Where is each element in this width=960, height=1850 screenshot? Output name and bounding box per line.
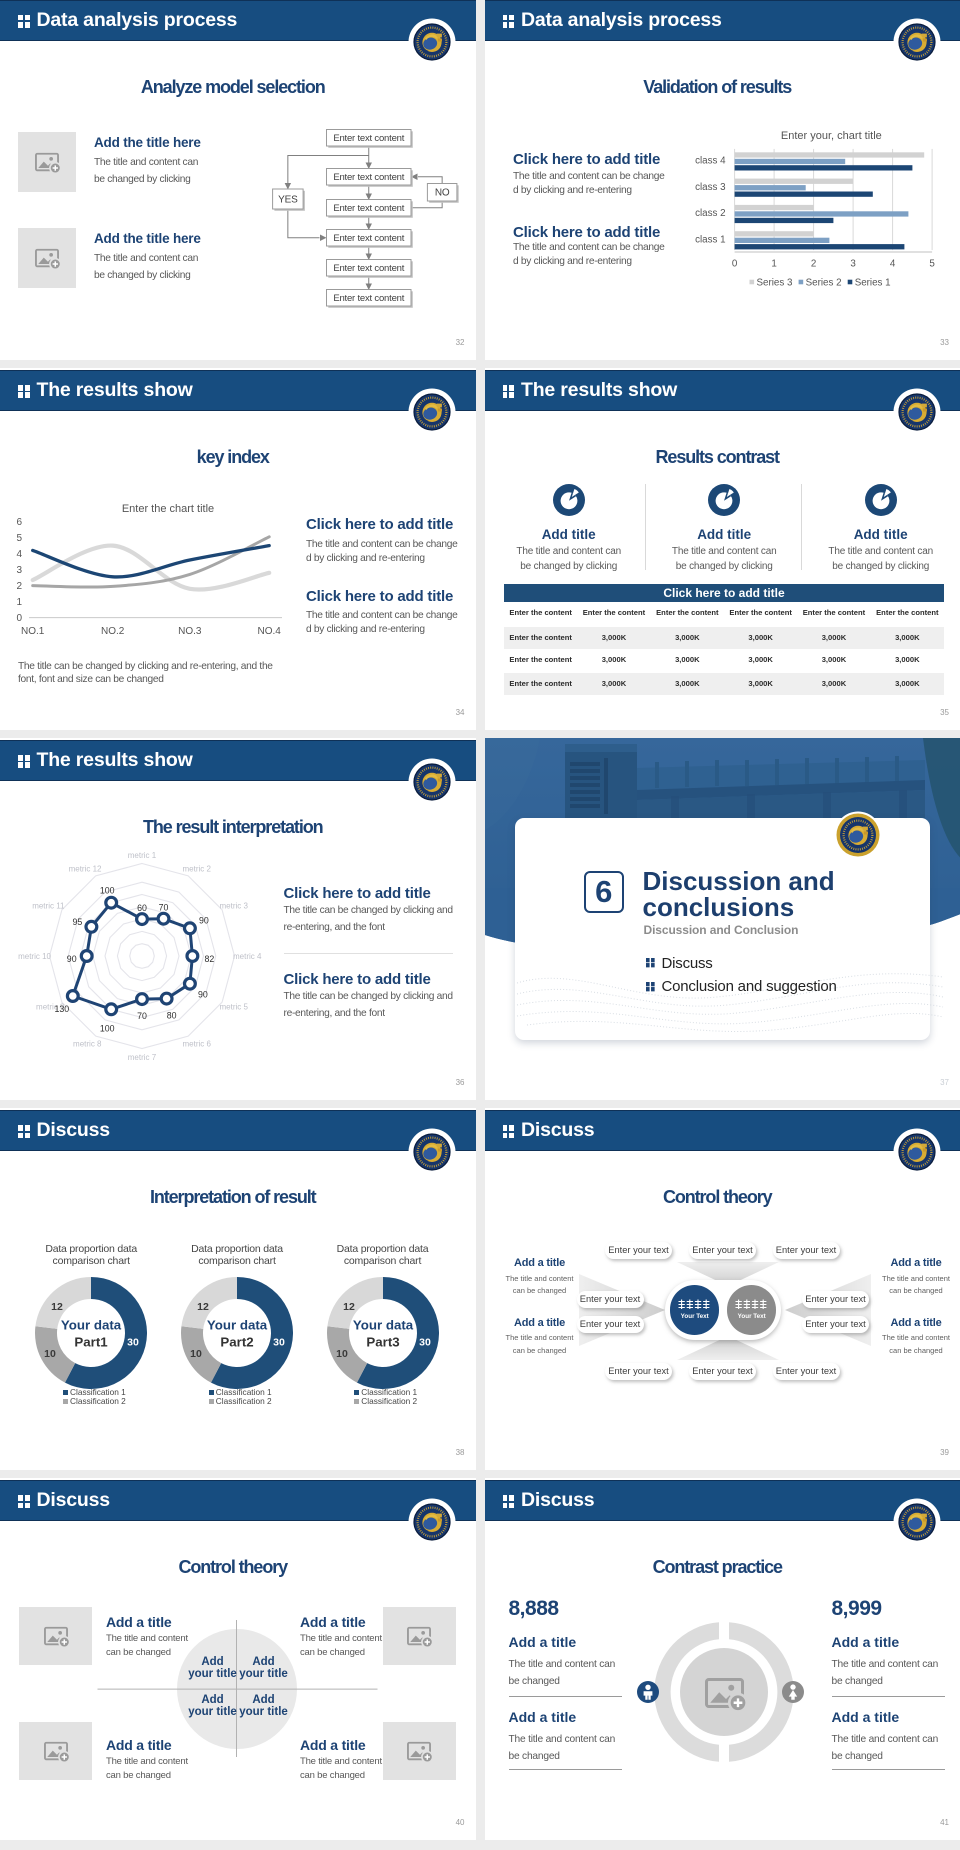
- svg-text:Enter text content: Enter text content: [333, 203, 404, 214]
- svg-text:4: 4: [889, 258, 895, 269]
- svg-text:90: 90: [198, 989, 208, 999]
- svg-text:1: 1: [771, 258, 776, 269]
- svg-text:metric 2: metric 2: [183, 864, 212, 873]
- svg-text:0: 0: [731, 258, 737, 269]
- svg-text:10: 10: [336, 1348, 348, 1360]
- svg-text:Part3: Part3: [366, 1335, 399, 1350]
- svg-text:metric 5: metric 5: [220, 1002, 249, 1011]
- svg-text:NO.2: NO.2: [101, 626, 125, 637]
- svg-text:6: 6: [16, 516, 22, 527]
- svg-text:Enter text content: Enter text content: [333, 233, 404, 244]
- svg-text:100: 100: [100, 885, 115, 895]
- svg-text:30: 30: [273, 1337, 285, 1349]
- svg-text:5: 5: [929, 258, 935, 269]
- svg-text:Enter text content: Enter text content: [333, 133, 404, 144]
- svg-text:82: 82: [205, 954, 215, 964]
- svg-text:90: 90: [67, 954, 77, 964]
- svg-text:Part2: Part2: [220, 1335, 253, 1350]
- svg-text:90: 90: [199, 915, 209, 925]
- svg-text:metric 10: metric 10: [18, 952, 51, 961]
- svg-text:70: 70: [137, 1011, 147, 1021]
- svg-text:10: 10: [190, 1348, 202, 1360]
- svg-text:metric 8: metric 8: [73, 1039, 102, 1048]
- svg-text:100: 100: [100, 1023, 115, 1033]
- svg-text:metric 7: metric 7: [128, 1053, 157, 1062]
- svg-text:Enter your, chart title: Enter your, chart title: [780, 130, 881, 142]
- svg-text:Enter the chart title: Enter the chart title: [122, 503, 214, 515]
- svg-text:Your data: Your data: [352, 1318, 413, 1333]
- svg-text:95: 95: [73, 916, 83, 926]
- svg-text:1: 1: [16, 596, 22, 607]
- svg-text:NO: NO: [435, 187, 450, 198]
- svg-text:Enter text content: Enter text content: [333, 172, 404, 183]
- svg-text:Enter text content: Enter text content: [333, 293, 404, 304]
- svg-text:NO.1: NO.1: [21, 626, 45, 637]
- svg-text:class 4: class 4: [695, 155, 726, 166]
- svg-text:Your Text: Your Text: [681, 1313, 710, 1320]
- svg-text:metric 1: metric 1: [128, 851, 157, 860]
- svg-text:80: 80: [167, 1010, 177, 1020]
- svg-text:2: 2: [16, 580, 22, 591]
- svg-text:class 1: class 1: [695, 234, 726, 245]
- svg-text:metric 3: metric 3: [220, 901, 249, 910]
- svg-text:Series 3: Series 3: [756, 277, 792, 288]
- svg-text:metric 4: metric 4: [233, 952, 262, 961]
- svg-text:NO.4: NO.4: [258, 626, 282, 637]
- svg-text:Series 1: Series 1: [854, 277, 890, 288]
- svg-text:Series 2: Series 2: [805, 277, 841, 288]
- svg-text:metric 11: metric 11: [32, 901, 65, 910]
- svg-text:class 3: class 3: [695, 181, 726, 192]
- svg-text:metric 6: metric 6: [183, 1039, 212, 1048]
- svg-text:metric 9: metric 9: [36, 1002, 65, 1011]
- svg-text:30: 30: [419, 1337, 431, 1349]
- svg-text:NO.3: NO.3: [178, 626, 202, 637]
- svg-text:12: 12: [51, 1301, 63, 1313]
- svg-text:Part1: Part1: [75, 1335, 109, 1350]
- svg-text:Your Text: Your Text: [738, 1313, 767, 1320]
- svg-text:10: 10: [44, 1348, 56, 1360]
- svg-text:12: 12: [343, 1301, 355, 1313]
- svg-text:5: 5: [16, 532, 22, 543]
- svg-text:2: 2: [810, 258, 815, 269]
- svg-text:Enter text content: Enter text content: [333, 263, 404, 274]
- svg-text:130: 130: [54, 1004, 69, 1014]
- svg-text:3: 3: [16, 564, 22, 575]
- svg-text:30: 30: [127, 1337, 139, 1349]
- svg-text:Your data: Your data: [61, 1318, 122, 1333]
- svg-text:YES: YES: [278, 194, 298, 205]
- svg-text:3: 3: [850, 258, 856, 269]
- svg-text:70: 70: [159, 902, 169, 912]
- svg-text:0: 0: [16, 612, 22, 623]
- svg-text:4: 4: [16, 548, 22, 559]
- svg-text:Your data: Your data: [207, 1318, 268, 1333]
- svg-text:12: 12: [197, 1301, 209, 1313]
- svg-text:class 2: class 2: [695, 208, 726, 219]
- svg-text:metric 12: metric 12: [69, 864, 102, 873]
- svg-text:60: 60: [137, 903, 147, 913]
